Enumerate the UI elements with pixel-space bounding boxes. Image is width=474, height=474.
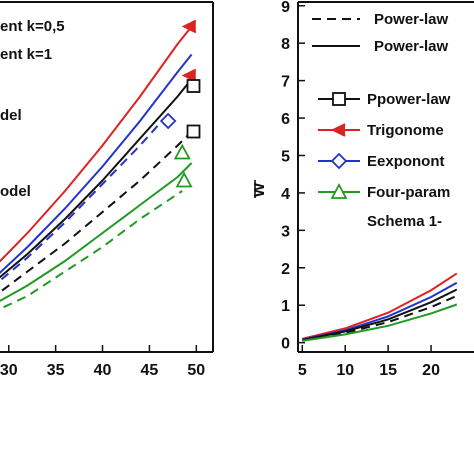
right-legend-marker-6: [330, 183, 348, 199]
right-panel: 0 1 2 3 4 5 6 7 8 9 5 10 15 20 w Power-law Power-law…: [248, 0, 474, 379]
right-legend-label-2: Power-law: [374, 38, 449, 55]
left-marker-5: [159, 112, 177, 130]
left-marker-6: [173, 143, 191, 160]
right-y-tick-label-3: 2: [281, 261, 290, 278]
right-x-tick-label-2: 10: [336, 362, 354, 379]
left-legend-entry-1: ent k=0,5: [0, 18, 65, 35]
right-x-tick-label-4: 20: [422, 362, 440, 379]
right-legend: Power-law Power-law Ppower-law Trigonome…: [305, 5, 474, 238]
left-plot-area: [0, 25, 193, 310]
left-x-tick-label-3: 40: [94, 362, 112, 379]
right-legend-label-5: Eexponont: [367, 153, 445, 170]
left-series-4: [0, 113, 169, 282]
left-legend-entry-4: odel: [0, 183, 31, 200]
right-legend-box-1: [305, 5, 474, 59]
right-y-axis-label: w: [248, 180, 268, 198]
left-series-7: [0, 162, 193, 303]
left-markers: [159, 19, 201, 188]
right-legend-label-1: Power-law: [374, 11, 449, 28]
left-marker-3: [186, 79, 201, 93]
left-marker-7: [175, 171, 193, 188]
right-legend-label-3: Ppower-law: [367, 91, 451, 108]
right-x-ticks: 5 10 15 20: [298, 345, 440, 379]
left-marker-1: [181, 19, 197, 34]
left-x-ticks: 30 35 40 45 50: [0, 345, 205, 379]
right-series-3: [302, 288, 458, 341]
right-y-tick-label-7: 6: [281, 111, 290, 128]
right-y-tick-label-6: 5: [281, 148, 290, 165]
right-y-tick-label-10: 9: [281, 0, 290, 16]
right-legend-label-4: Trigonome: [367, 122, 444, 139]
left-panel: 30 35 40 45 50 ent k=0,5 ent k=1 del odel: [0, 1, 214, 379]
left-x-tick-label-5: 50: [187, 362, 205, 379]
left-series-5: [0, 78, 193, 279]
right-y-tick-label-9: 8: [281, 36, 290, 53]
left-marker-4: [186, 124, 201, 139]
right-y-tick-label-5: 4: [281, 186, 290, 203]
right-legend-marker-5: [330, 152, 348, 170]
right-legend-symbols: [312, 18, 360, 199]
left-legend-entry-2: ent k=1: [0, 46, 52, 63]
right-legend-marker-3: [332, 92, 346, 106]
right-y-tick-label-1: 0: [281, 336, 290, 353]
right-plot-area: [302, 272, 458, 342]
right-legend-label-7: Schema 1-: [367, 213, 442, 230]
left-series-8: [0, 190, 183, 310]
right-series-1: [302, 272, 458, 340]
right-legend-marker-4: [330, 123, 346, 137]
right-y-tick-label-8: 7: [281, 74, 290, 91]
left-legend-entry-3: del: [0, 107, 22, 124]
right-y-tick-label-4: 3: [281, 223, 290, 240]
left-series-6: [0, 130, 193, 294]
right-legend-label-6: Four-param: [367, 184, 450, 201]
left-x-tick-label-2: 35: [47, 362, 65, 379]
right-series-4: [302, 294, 458, 342]
right-x-tick-label-3: 15: [379, 362, 397, 379]
right-series-2: [302, 281, 458, 341]
left-x-tick-label-1: 30: [0, 362, 18, 379]
left-series-1: [0, 25, 193, 263]
left-legend: ent k=0,5 ent k=1 del odel: [0, 18, 65, 200]
left-series-3: [0, 53, 193, 275]
right-y-ticks: 0 1 2 3 4 5 6 7 8 9: [281, 0, 305, 353]
left-x-tick-label-4: 45: [141, 362, 159, 379]
right-x-tick-label-1: 5: [298, 362, 307, 379]
right-series-5: [302, 303, 458, 342]
right-y-label: w: [248, 182, 268, 198]
right-y-tick-label-2: 1: [281, 298, 290, 315]
